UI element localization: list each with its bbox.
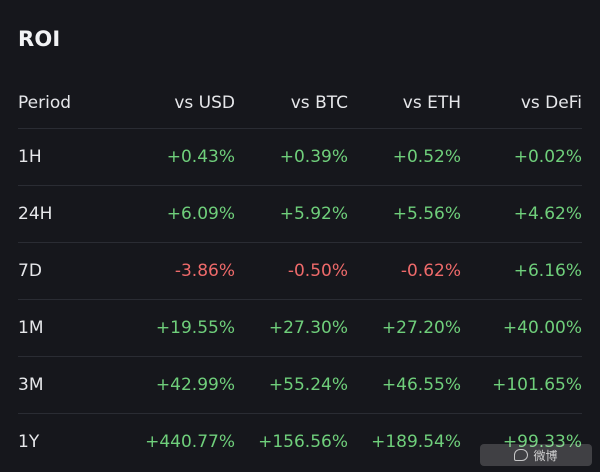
table-row: 1Y +440.77% +156.56% +189.54% +99.33% [18, 413, 582, 470]
vs-defi-cell: +0.02% [513, 147, 582, 167]
table-row: 1H +0.43% +0.39% +0.52% +0.02% [18, 128, 582, 185]
panel-title: ROI [18, 27, 61, 51]
vs-defi-cell: +6.16% [513, 261, 582, 281]
speech-bubble-icon [514, 449, 529, 461]
vs-btc-cell: +55.24% [268, 375, 348, 395]
vs-usd-cell: +19.55% [155, 318, 235, 338]
vs-usd-cell: +42.99% [155, 375, 235, 395]
vs-eth-cell: -0.62% [400, 261, 461, 281]
watermark-badge: 微博 [480, 444, 592, 466]
period-cell: 24H [18, 204, 53, 224]
vs-eth-cell: +46.55% [381, 375, 461, 395]
vs-defi-cell: +4.62% [513, 204, 582, 224]
period-cell: 3M [18, 375, 44, 395]
period-cell: 1M [18, 318, 44, 338]
vs-btc-cell: +156.56% [258, 432, 348, 452]
period-cell: 1H [18, 147, 42, 167]
vs-eth-cell: +189.54% [371, 432, 461, 452]
column-header-vs-eth: vs ETH [402, 93, 461, 113]
vs-btc-cell: +0.39% [279, 147, 348, 167]
vs-btc-cell: -0.50% [287, 261, 348, 281]
column-header-vs-defi: vs DeFi [520, 93, 582, 113]
period-cell: 7D [18, 261, 42, 281]
vs-defi-cell: +101.65% [492, 375, 582, 395]
table-header-row: Period vs USD vs BTC vs ETH vs DeFi [18, 78, 582, 128]
vs-btc-cell: +5.92% [279, 204, 348, 224]
vs-eth-cell: +5.56% [392, 204, 461, 224]
period-cell: 1Y [18, 432, 40, 452]
watermark-text: 微博 [533, 448, 558, 463]
vs-usd-cell: +440.77% [145, 432, 235, 452]
table-row: 1M +19.55% +27.30% +27.20% +40.00% [18, 299, 582, 356]
vs-btc-cell: +27.30% [268, 318, 348, 338]
vs-eth-cell: +0.52% [392, 147, 461, 167]
column-header-vs-btc: vs BTC [290, 93, 348, 113]
column-header-vs-usd: vs USD [174, 93, 235, 113]
vs-usd-cell: +6.09% [166, 204, 235, 224]
table-row: 7D -3.86% -0.50% -0.62% +6.16% [18, 242, 582, 299]
vs-usd-cell: +0.43% [166, 147, 235, 167]
vs-usd-cell: -3.86% [174, 261, 235, 281]
table-row: 24H +6.09% +5.92% +5.56% +4.62% [18, 185, 582, 242]
vs-defi-cell: +99.33% [502, 432, 582, 452]
column-header-period: Period [18, 93, 72, 113]
table-row: 3M +42.99% +55.24% +46.55% +101.65% [18, 356, 582, 413]
vs-eth-cell: +27.20% [381, 318, 461, 338]
vs-defi-cell: +40.00% [502, 318, 582, 338]
